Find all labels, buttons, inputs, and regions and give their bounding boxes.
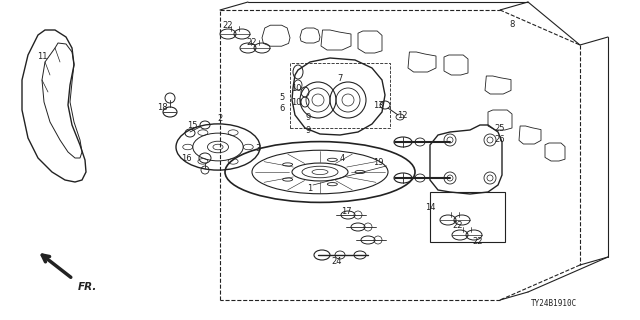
Text: 22: 22 <box>452 220 463 229</box>
Text: 15: 15 <box>187 121 197 130</box>
Text: 14: 14 <box>425 204 435 212</box>
Text: 26: 26 <box>495 134 506 143</box>
Text: 8: 8 <box>509 20 515 28</box>
Text: 25: 25 <box>495 124 505 132</box>
Text: 13: 13 <box>372 100 383 109</box>
Text: 4: 4 <box>339 154 344 163</box>
Text: 18: 18 <box>157 102 167 111</box>
Text: 3: 3 <box>255 143 260 153</box>
Text: 11: 11 <box>36 52 47 60</box>
Text: 12: 12 <box>397 110 407 119</box>
Bar <box>430 192 505 242</box>
Text: 16: 16 <box>180 154 191 163</box>
Text: 19: 19 <box>372 157 383 166</box>
Text: 10: 10 <box>291 98 301 107</box>
Text: 24: 24 <box>332 258 342 267</box>
Text: 7: 7 <box>337 74 342 83</box>
Text: 22: 22 <box>247 37 257 46</box>
Text: 9: 9 <box>305 125 310 134</box>
Text: 22: 22 <box>473 237 483 246</box>
Text: 2: 2 <box>218 114 223 123</box>
Text: 5: 5 <box>280 92 285 101</box>
Text: 6: 6 <box>279 103 285 113</box>
Text: 10: 10 <box>291 84 301 92</box>
Text: 22: 22 <box>223 20 233 29</box>
Text: 1: 1 <box>307 183 312 193</box>
Bar <box>290 63 390 128</box>
Text: FR.: FR. <box>78 282 97 292</box>
Text: 17: 17 <box>340 207 351 217</box>
Text: 9: 9 <box>305 113 310 122</box>
Text: TY24B1910C: TY24B1910C <box>531 299 577 308</box>
